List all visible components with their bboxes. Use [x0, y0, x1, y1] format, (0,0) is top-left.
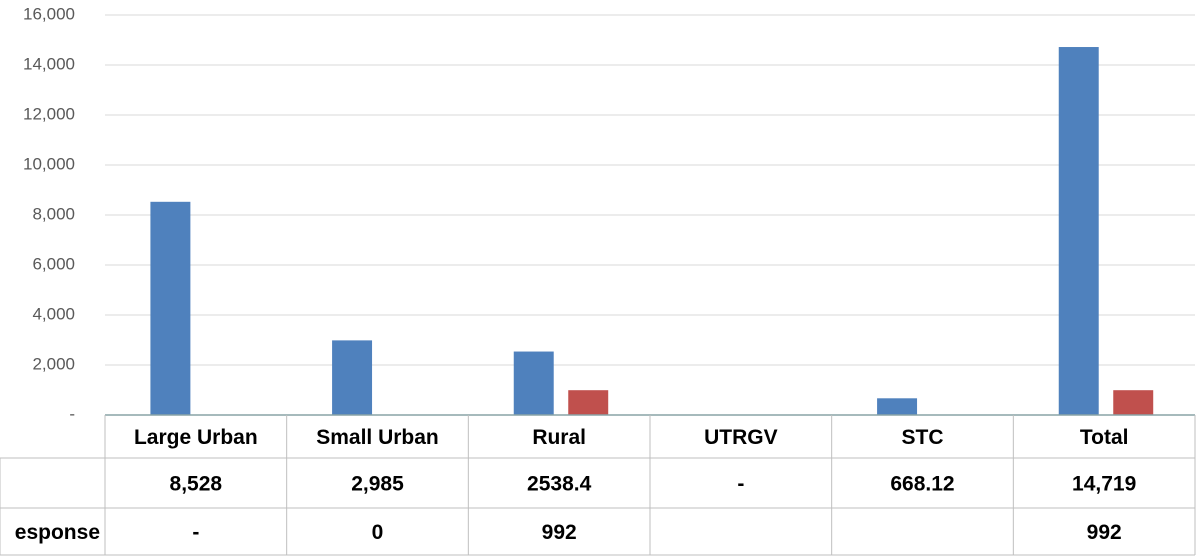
bar [513, 351, 554, 415]
bar [1058, 47, 1099, 416]
y-tick-label: 8,000 [32, 204, 75, 223]
table-value: 992 [542, 521, 577, 544]
x-tick-label: Small Urban [316, 426, 439, 449]
legend-label: esponse [15, 521, 100, 544]
y-tick-label: 16,000 [23, 4, 75, 23]
table-value: - [737, 473, 744, 496]
x-tick-label: UTRGV [704, 426, 778, 449]
y-tick-label: 12,000 [23, 104, 75, 123]
x-tick-label: STC [902, 426, 944, 449]
table-value: 0 [372, 521, 384, 544]
table-value: 2538.4 [527, 473, 592, 496]
y-tick-label: 6,000 [32, 254, 75, 273]
y-tick-label: 4,000 [32, 304, 75, 323]
bar [568, 390, 609, 415]
bar [1113, 390, 1154, 415]
y-tick-label: 10,000 [23, 154, 75, 173]
y-tick-label: 2,000 [32, 354, 75, 373]
y-tick-label: 14,000 [23, 54, 75, 73]
table-value: - [192, 521, 199, 544]
x-tick-label: Total [1080, 426, 1129, 449]
table-value: 668.12 [890, 473, 954, 496]
bar [150, 201, 191, 415]
table-value: 992 [1087, 521, 1122, 544]
y-tick-label: - [69, 404, 75, 423]
x-tick-label: Large Urban [134, 426, 258, 449]
table-value: 2,985 [351, 473, 404, 496]
table-value: 14,719 [1072, 473, 1136, 496]
x-tick-label: Rural [532, 426, 586, 449]
table-value: 8,528 [170, 473, 223, 496]
bar [332, 340, 373, 415]
bar [877, 398, 918, 415]
